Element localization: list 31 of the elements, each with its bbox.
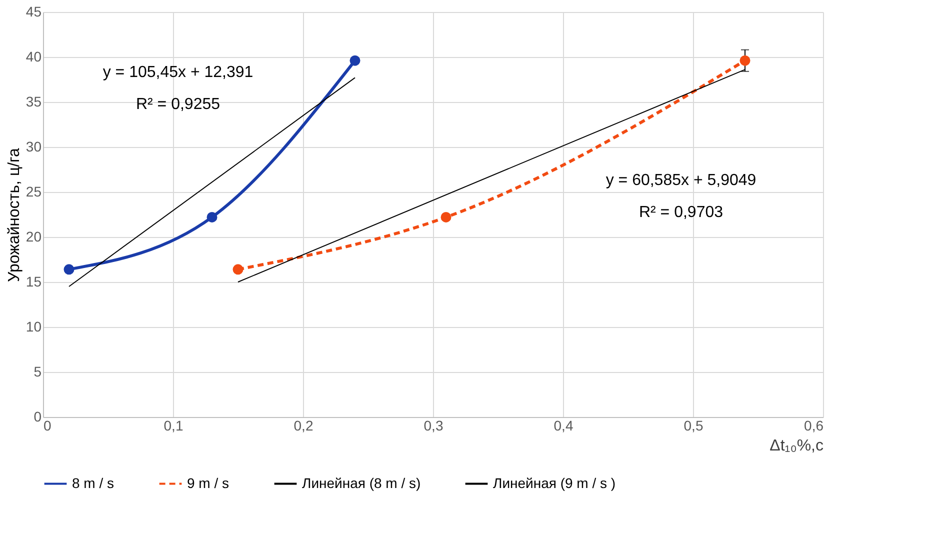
legend-label: 9 m / s (187, 474, 230, 491)
point (740, 55, 750, 66)
y-tick-label: 30 (26, 138, 42, 154)
y-tick-label: 20 (26, 228, 42, 244)
x-tick-label: 0,5 (684, 418, 704, 434)
annotation: y = 105,45x + 12,391 (102, 64, 254, 81)
y-tick-label: 40 (26, 48, 42, 64)
x-tick-label: 0,4 (554, 418, 574, 434)
point (350, 55, 360, 66)
y-tick-label: 5 (34, 364, 42, 380)
point (440, 212, 452, 222)
x-tick-label: 0,3 (424, 418, 444, 434)
annotation: R² = 0,9703 (638, 204, 724, 221)
legend-label: 8 m / s (72, 474, 114, 491)
y-tick-label: 45 (26, 4, 42, 20)
annotation: R² = 0,9255 (136, 96, 220, 113)
y-tick-label: 15 (26, 274, 42, 290)
y-axis-title: Урожайность, ц/га (6, 148, 23, 282)
legend-label: Линейная (9 m / s ) (493, 474, 616, 491)
x-axis-title: Δt₁₀%,с (770, 438, 824, 454)
x-tick-label: 0,6 (804, 418, 824, 434)
point (232, 264, 244, 275)
y-tick-label: 25 (26, 184, 42, 200)
point (64, 264, 74, 275)
x-tick-label: 0,2 (294, 418, 314, 434)
legend-label: Линейная (8 m / s) (302, 474, 421, 491)
x-tick-label: 0,1 (164, 418, 184, 434)
annotation: y = 60,585x + 5,9049 (606, 172, 756, 189)
point (206, 212, 218, 222)
y-tick-label: 35 (26, 94, 42, 110)
y-tick-label: 10 (26, 318, 42, 334)
